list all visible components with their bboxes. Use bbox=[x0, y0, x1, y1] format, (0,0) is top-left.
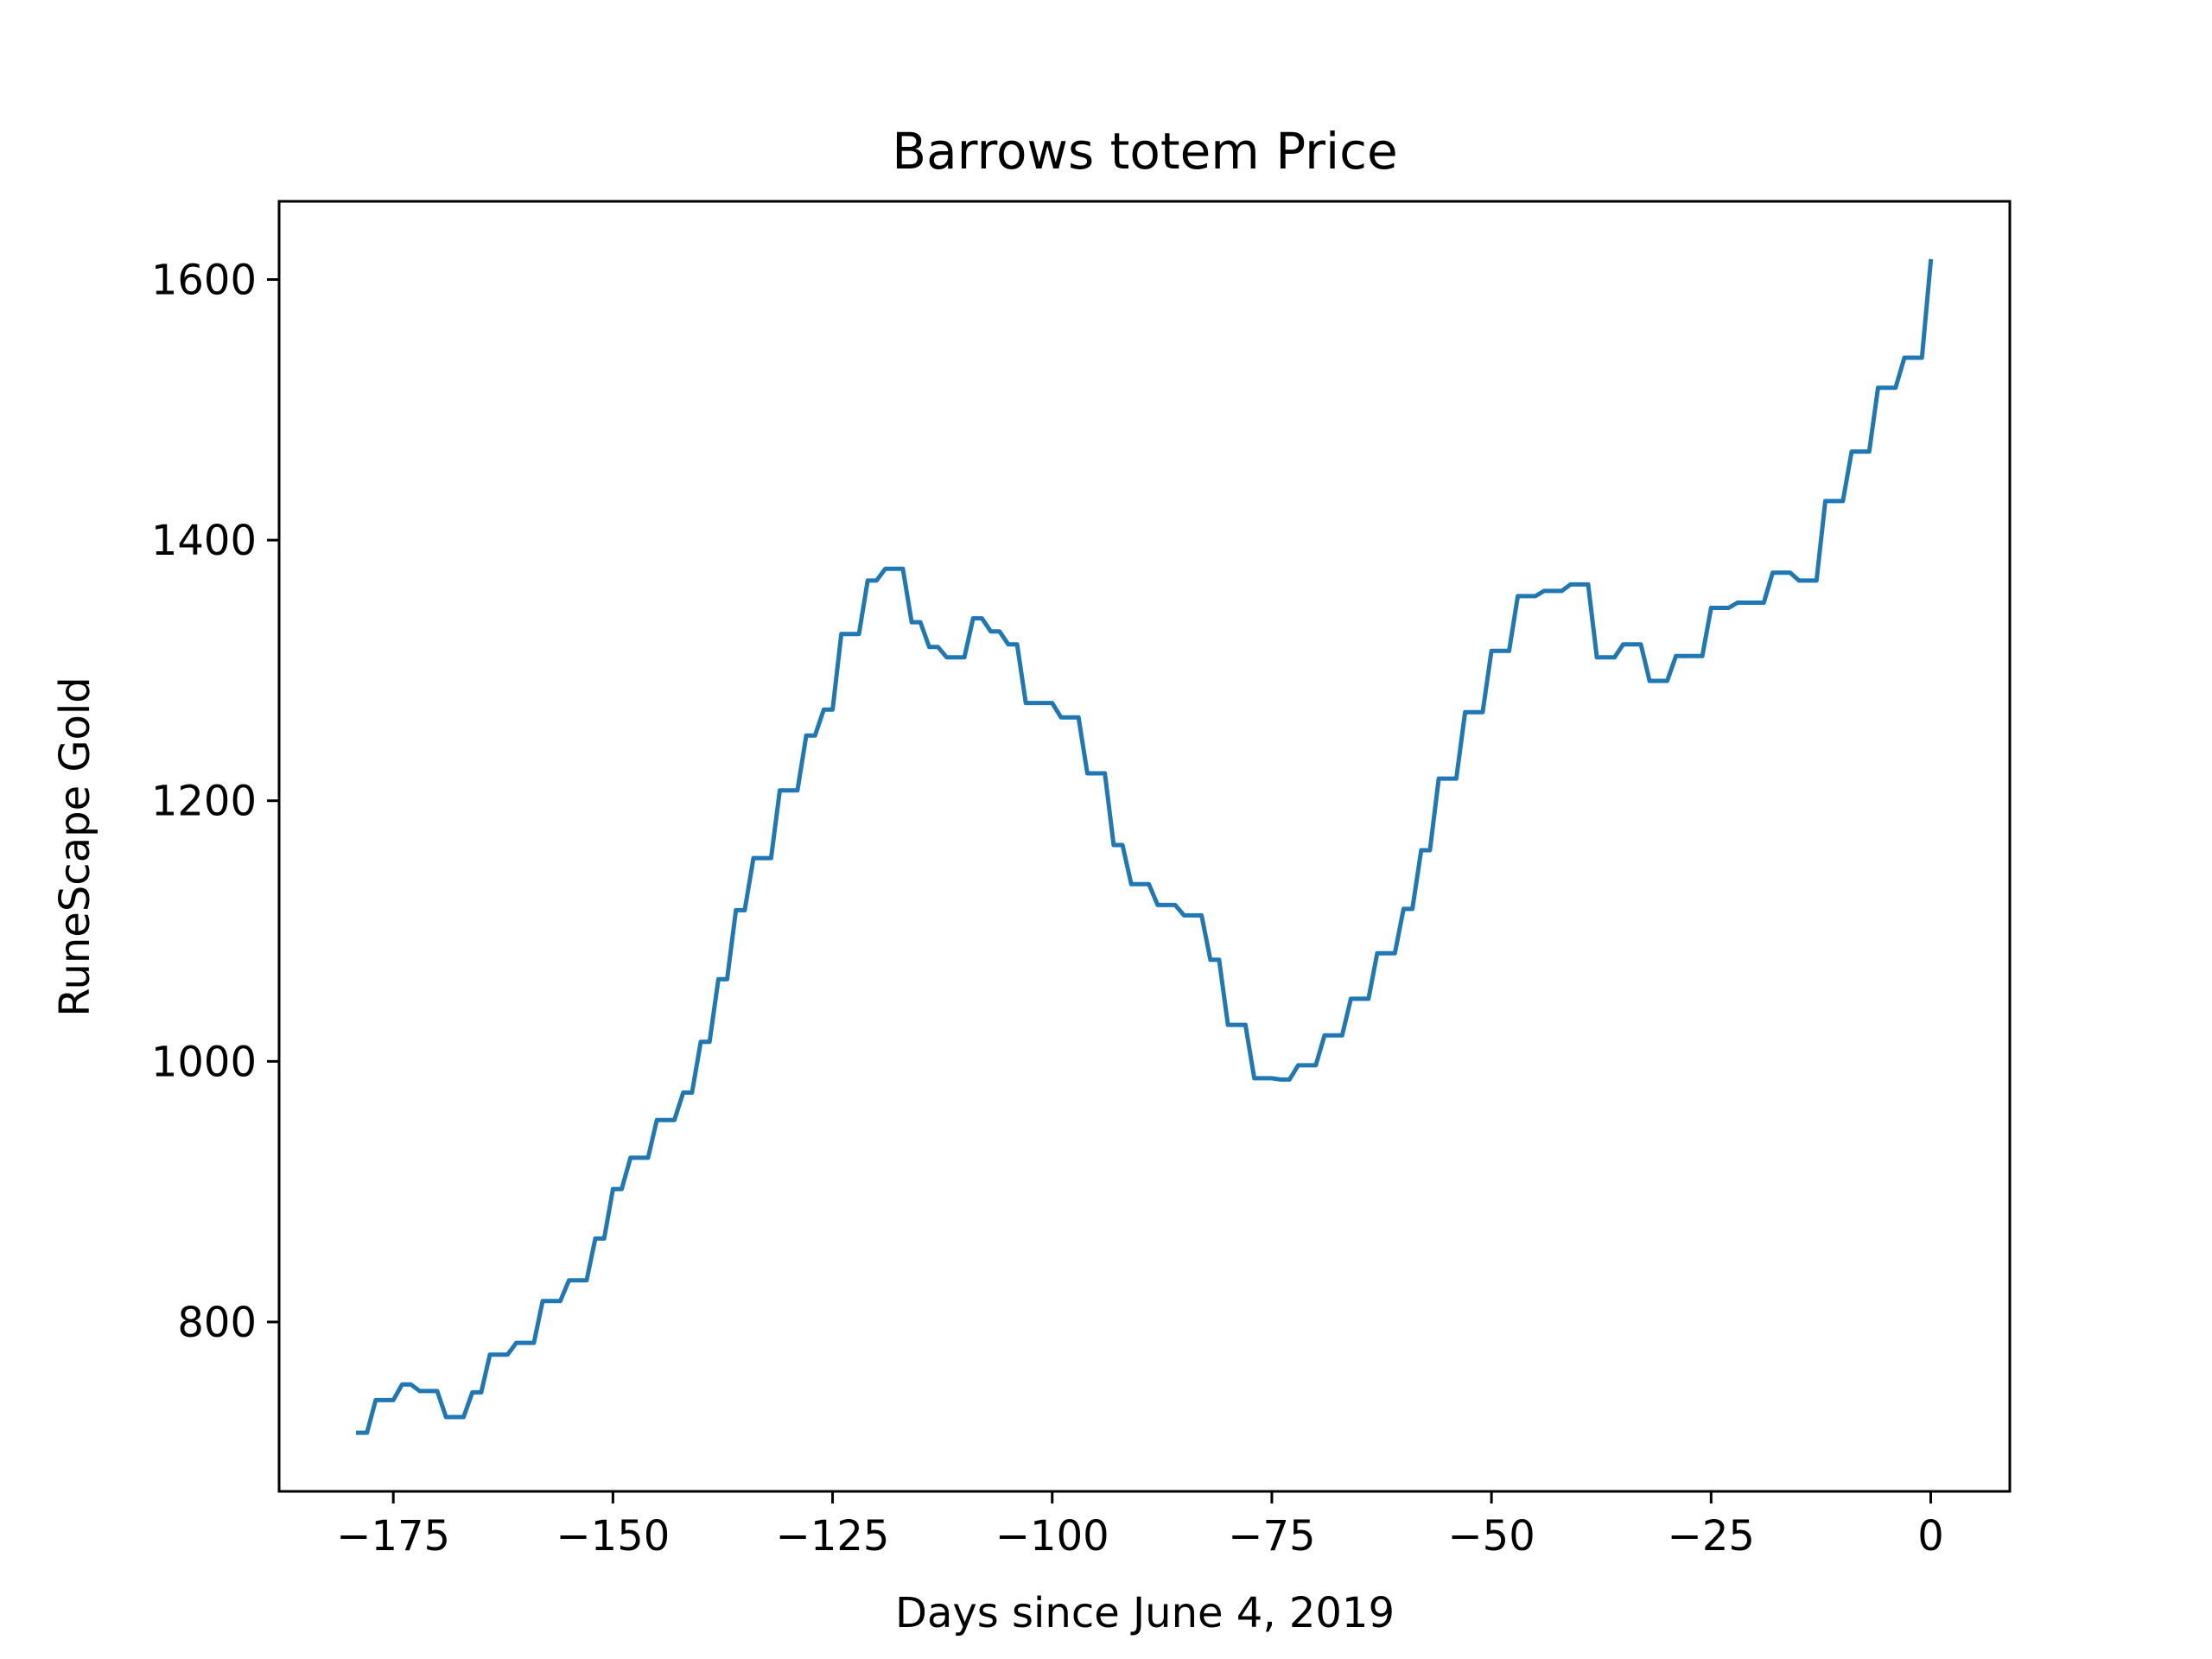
x-tick-label: 0 bbox=[1917, 1512, 1944, 1560]
x-tick-label: −25 bbox=[1668, 1512, 1755, 1560]
chart-title: Barrows totem Price bbox=[892, 122, 1397, 181]
y-axis-label: RuneScape Gold bbox=[51, 677, 99, 1016]
x-tick-label: −75 bbox=[1228, 1512, 1315, 1560]
plot-frame bbox=[277, 200, 2012, 1493]
x-tick-label: −150 bbox=[556, 1512, 670, 1560]
x-axis-label: Days since June 4, 2019 bbox=[895, 1589, 1395, 1637]
y-tick-label: 1200 bbox=[151, 778, 257, 826]
x-tick-label: −175 bbox=[336, 1512, 450, 1560]
x-tick-label: −50 bbox=[1447, 1512, 1535, 1560]
y-tick-label: 1600 bbox=[151, 256, 257, 304]
y-tick-label: 1000 bbox=[151, 1038, 257, 1086]
y-tick-label: 800 bbox=[177, 1299, 257, 1347]
plot-area bbox=[356, 258, 1934, 1435]
y-axis: 800 1000 1200 1400 1600 bbox=[151, 256, 279, 1347]
series-line-0 bbox=[356, 258, 1934, 1435]
x-tick-label: −125 bbox=[776, 1512, 890, 1560]
y-tick-label: 1400 bbox=[151, 517, 257, 565]
x-axis: −175 −150 −125 −100 −75 −50 −25 0 bbox=[336, 1491, 1944, 1560]
x-tick-label: −100 bbox=[995, 1512, 1109, 1560]
